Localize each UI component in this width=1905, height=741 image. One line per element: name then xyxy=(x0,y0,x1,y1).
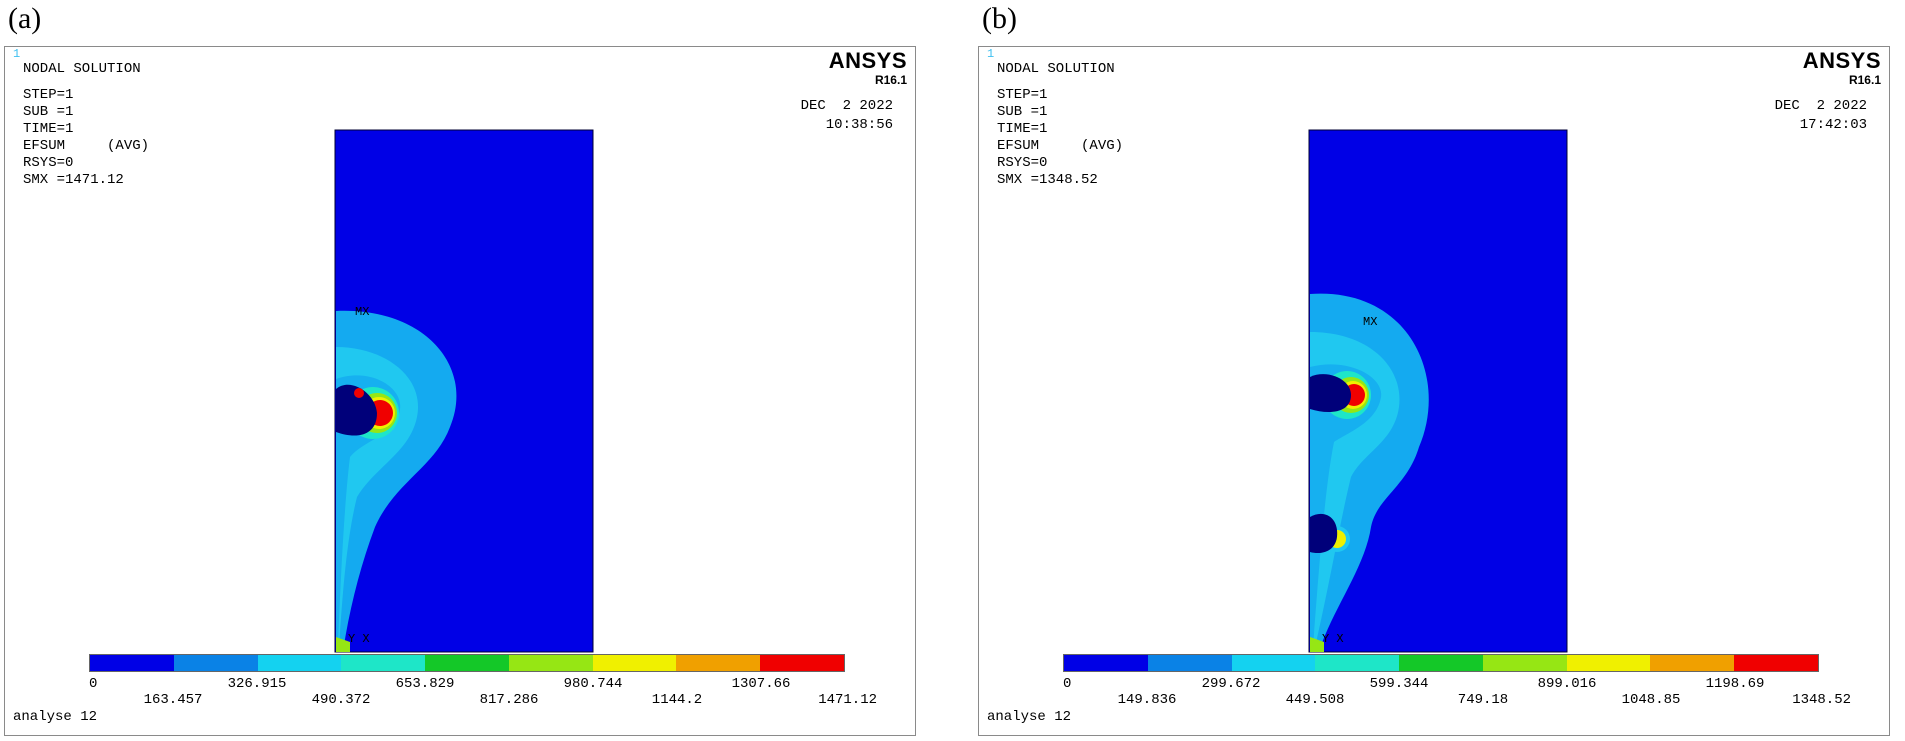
contour-plot-a xyxy=(334,129,594,653)
contour-band-inner xyxy=(336,375,401,647)
legend-value: 653.829 xyxy=(395,676,455,692)
window-number: 1 xyxy=(13,47,21,61)
color-legend xyxy=(1063,654,1819,672)
legend-swatch xyxy=(1315,655,1400,671)
date-text: DEC 2 2022 xyxy=(800,98,893,114)
legend-swatch xyxy=(1399,655,1483,671)
legend-value: 326.915 xyxy=(227,676,287,692)
legend-value: 449.508 xyxy=(1285,692,1345,708)
color-legend xyxy=(89,654,845,672)
legend-value: 899.016 xyxy=(1537,676,1597,692)
legend-swatch xyxy=(1064,655,1148,671)
legend-value: 1198.69 xyxy=(1705,676,1765,692)
crack-void-upper xyxy=(1310,374,1351,413)
info-title: NODAL SOLUTION xyxy=(23,61,141,77)
info-smx: SMX =1471.12 xyxy=(23,172,124,188)
brand-version: R16.1 xyxy=(1848,73,1881,87)
legend-value: 1144.2 xyxy=(651,692,703,708)
legend-swatch xyxy=(1650,655,1735,671)
axis-triad-label: Y X xyxy=(348,632,370,646)
info-rsys: RSYS=0 xyxy=(997,155,1048,171)
brand-version: R16.1 xyxy=(874,73,907,87)
legend-swatch xyxy=(592,655,677,671)
timestamp: DEC 2 2022 17:42:03 xyxy=(1775,97,1867,135)
timestamp: DEC 2 2022 10:38:56 xyxy=(801,97,893,135)
legend-value: 1307.66 xyxy=(731,676,791,692)
legend-swatch xyxy=(425,655,509,671)
legend-swatch xyxy=(1482,655,1567,671)
analysis-title: analyse 12 xyxy=(13,709,98,725)
legend-value: 299.672 xyxy=(1201,676,1261,692)
legend-swatch xyxy=(1231,655,1316,671)
axis-triad-label: Y X xyxy=(1322,632,1344,646)
base-hotspot xyxy=(336,637,350,652)
info-time: TIME=1 xyxy=(23,121,74,137)
time-text: 17:42:03 xyxy=(1799,117,1867,133)
legend-value: 1348.52 xyxy=(1792,692,1851,708)
legend-swatch xyxy=(1147,655,1232,671)
info-step: STEP=1 xyxy=(997,87,1048,103)
legend-value: 163.457 xyxy=(143,692,203,708)
panel-a: 1 NODAL SOLUTION STEP=1 SUB =1 TIME=1 EF… xyxy=(4,46,916,736)
brand-block: ANSYS R16.1 xyxy=(828,48,907,88)
legend-value: 749.18 xyxy=(1457,692,1509,708)
info-result: EFSUM (AVG) xyxy=(997,138,1124,154)
info-sub: SUB =1 xyxy=(997,104,1048,120)
mx-label: MX xyxy=(355,305,370,319)
panel-b-tag: (b) xyxy=(982,2,1017,35)
info-sub: SUB =1 xyxy=(23,104,74,120)
legend-swatch xyxy=(508,655,593,671)
crack-void-lower xyxy=(1310,513,1338,554)
date-text: DEC 2 2022 xyxy=(1774,98,1867,114)
legend-swatch xyxy=(257,655,342,671)
legend-value: 0 xyxy=(89,676,98,692)
legend-swatch xyxy=(676,655,761,671)
window-number: 1 xyxy=(987,47,995,61)
legend-ticks: 0 163.457 326.915 490.372 653.829 817.28… xyxy=(5,673,917,713)
legend-swatch xyxy=(90,655,174,671)
legend-swatch xyxy=(341,655,426,671)
info-time: TIME=1 xyxy=(997,121,1048,137)
base-hotspot xyxy=(1310,637,1324,652)
legend-value: 1048.85 xyxy=(1621,692,1681,708)
analysis-title: analyse 12 xyxy=(987,709,1072,725)
info-rsys: RSYS=0 xyxy=(23,155,74,171)
legend-swatch xyxy=(173,655,258,671)
brand-block: ANSYS R16.1 xyxy=(1802,48,1881,88)
legend-swatch xyxy=(760,655,845,671)
legend-swatch xyxy=(1566,655,1651,671)
contour-band-inner xyxy=(1310,364,1382,647)
legend-value: 490.372 xyxy=(311,692,371,708)
info-smx: SMX =1348.52 xyxy=(997,172,1098,188)
brand-logo: ANSYS xyxy=(828,48,907,73)
crack-void xyxy=(336,384,377,436)
legend-value: 599.344 xyxy=(1369,676,1429,692)
legend-value: 980.744 xyxy=(563,676,623,692)
brand-logo: ANSYS xyxy=(1802,48,1881,73)
legend-value: 149.836 xyxy=(1117,692,1177,708)
legend-value: 817.286 xyxy=(479,692,539,708)
contour-plot-b xyxy=(1308,129,1568,653)
mx-label: MX xyxy=(1363,315,1378,329)
info-result: EFSUM (AVG) xyxy=(23,138,150,154)
legend-value: 0 xyxy=(1063,676,1072,692)
info-title: NODAL SOLUTION xyxy=(997,61,1115,77)
time-text: 10:38:56 xyxy=(825,117,893,133)
info-step: STEP=1 xyxy=(23,87,74,103)
mx-point xyxy=(354,388,364,398)
legend-swatch xyxy=(1734,655,1819,671)
legend-value: 1471.12 xyxy=(818,692,877,708)
legend-ticks: 0 149.836 299.672 449.508 599.344 749.18… xyxy=(979,673,1891,713)
panel-b: 1 NODAL SOLUTION STEP=1 SUB =1 TIME=1 EF… xyxy=(978,46,1890,736)
panel-a-tag: (a) xyxy=(8,2,42,35)
